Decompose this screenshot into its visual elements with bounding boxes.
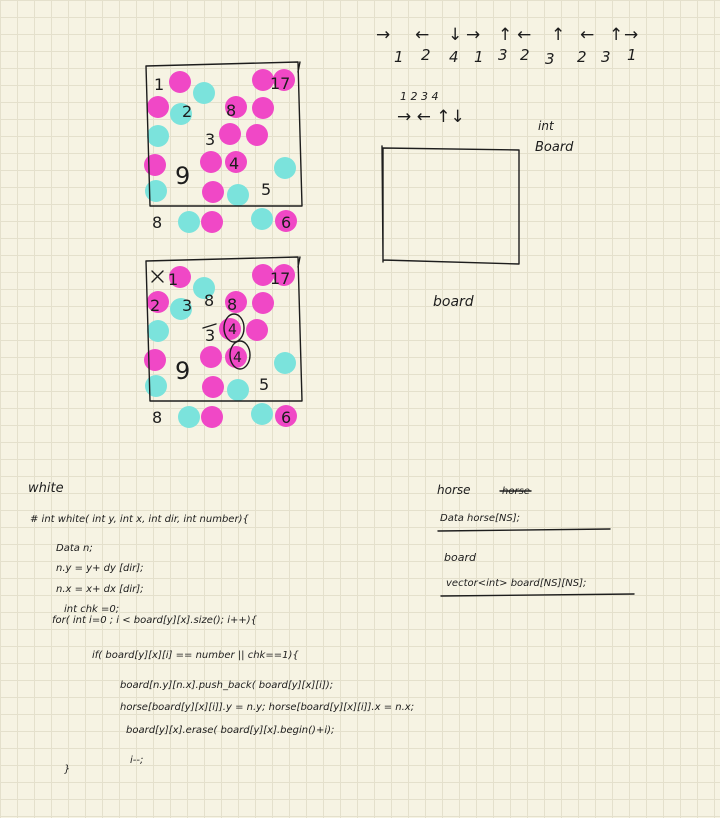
horse-underline <box>437 528 611 532</box>
grid-1: 1 17 2 8 3 9 4 5 8 6 <box>144 61 303 233</box>
board-label-int: int <box>538 119 555 133</box>
code-line: board[n.y][n.x].push_back( board[y][x][i… <box>120 680 333 691</box>
grid-2-circle-mark-b <box>229 340 251 370</box>
board-diagram: int Board board <box>381 119 574 310</box>
grid-1-numbers: 1 17 2 8 3 9 4 5 8 6 <box>152 74 291 232</box>
svg-text:8: 8 <box>204 291 214 310</box>
svg-text:8: 8 <box>152 408 162 427</box>
svg-text:6: 6 <box>281 408 291 427</box>
svg-text:1: 1 <box>154 75 164 94</box>
board-note-title: board <box>444 551 477 564</box>
svg-text:↑: ↑ <box>609 25 623 45</box>
notes: horse horse Data horse[NS]; board vector… <box>437 483 635 597</box>
svg-text:←: ← <box>580 25 594 45</box>
code-line: } <box>64 764 70 775</box>
code-sketch: white # int white( int y, int x, int dir… <box>28 481 414 775</box>
code-line: int chk =0; <box>64 604 119 615</box>
svg-text:8: 8 <box>227 295 237 314</box>
svg-text:1: 1 <box>627 46 637 64</box>
grid-2-border <box>145 256 303 402</box>
svg-text:←: ← <box>415 25 429 45</box>
code-line: Data n; <box>56 543 93 554</box>
code-title: white <box>28 481 64 496</box>
svg-text:17: 17 <box>270 74 290 93</box>
svg-text:4: 4 <box>449 48 459 66</box>
direction-legend: 1 2 3 4 → ← ↑↓ <box>397 90 465 127</box>
board-label-bottom: board <box>433 294 474 310</box>
svg-text:8: 8 <box>226 101 236 120</box>
svg-text:2: 2 <box>520 46 530 64</box>
svg-text:4: 4 <box>229 154 239 173</box>
code-line: horse[board[y][x][i]].y = n.y; horse[boa… <box>120 702 414 713</box>
svg-text:1: 1 <box>168 270 178 289</box>
code-line: # int white( int y, int x, int dir, int … <box>30 514 249 525</box>
grid-2-circle-mark-a <box>223 313 245 343</box>
svg-text:↑: ↑ <box>551 25 565 45</box>
svg-text:9: 9 <box>175 357 190 385</box>
code-line: n.x = x+ dx [dir]; <box>56 584 144 595</box>
svg-text:2: 2 <box>577 48 587 66</box>
svg-text:4: 4 <box>228 322 237 338</box>
svg-text:→ ← ↑↓: → ← ↑↓ <box>397 107 465 127</box>
svg-text:→: → <box>624 25 638 45</box>
grid-1-border <box>145 61 303 207</box>
svg-text:3: 3 <box>205 130 215 149</box>
grid-2-numbers: 1 17 2 3 8 3 8 4 9 5 8 6 <box>150 269 291 427</box>
board-declaration: vector<int> board[NS][NS]; <box>446 578 586 589</box>
svg-text:2: 2 <box>182 102 192 121</box>
svg-text:1 2 3 4: 1 2 3 4 <box>400 90 438 103</box>
svg-text:3: 3 <box>545 50 555 68</box>
direction-sequence: → ← ↓ → ↑ ← ↑ ← ↑ → 1 2 4 1 3 2 3 2 3 1 <box>376 25 638 68</box>
board-rectangle <box>381 145 520 265</box>
svg-text:17: 17 <box>270 269 290 288</box>
svg-text:5: 5 <box>261 180 271 199</box>
horse-title: horse <box>437 483 471 497</box>
horse-declaration: Data horse[NS]; <box>440 513 520 524</box>
svg-text:6: 6 <box>281 213 291 232</box>
code-line: if( board[y][x][i] == number || chk==1){ <box>92 650 299 661</box>
svg-text:→: → <box>376 25 390 45</box>
grid-2-dots <box>144 264 297 428</box>
grid-1-dots <box>144 69 297 233</box>
svg-text:↑: ↑ <box>498 25 512 45</box>
code-line: n.y = y+ dy [dir]; <box>56 563 144 574</box>
svg-text:3: 3 <box>498 46 508 64</box>
svg-text:2: 2 <box>150 296 160 315</box>
code-line: i--; <box>130 755 143 766</box>
svg-text:3: 3 <box>182 296 192 315</box>
svg-text:5: 5 <box>259 375 269 394</box>
code-line: for( int i=0 ; i < board[y][x].size(); i… <box>52 615 258 626</box>
board-underline <box>440 593 635 597</box>
grid-2: 1 17 2 3 8 3 8 4 9 5 8 6 4 <box>144 256 303 428</box>
svg-text:→: → <box>466 25 480 45</box>
grid-2-strike-marks <box>151 270 217 329</box>
svg-text:3: 3 <box>601 48 611 66</box>
svg-text:1: 1 <box>394 48 404 66</box>
board-label-top: Board <box>535 140 574 155</box>
code-line: board[y][x].erase( board[y][x].begin()+i… <box>126 725 334 736</box>
svg-text:3: 3 <box>205 326 215 345</box>
grid-2-circled-4: 4 <box>233 350 242 366</box>
svg-text:1: 1 <box>474 48 484 66</box>
svg-text:9: 9 <box>175 162 190 190</box>
svg-text:2: 2 <box>421 46 431 64</box>
svg-text:↓: ↓ <box>448 25 462 45</box>
svg-text:←: ← <box>517 25 531 45</box>
svg-text:8: 8 <box>152 213 162 232</box>
